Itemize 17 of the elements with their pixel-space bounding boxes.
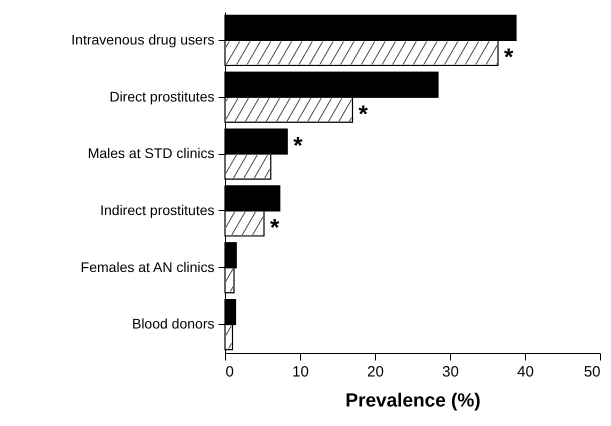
x-axis-title: Prevalence (%) [345, 390, 481, 412]
y-tick-label: Indirect prostitutes [100, 202, 214, 218]
y-tick-label: Females at AN clinics [80, 258, 214, 275]
x-tick-label: 50 [584, 364, 600, 380]
y-tick-label: Blood donors [132, 316, 214, 332]
x-tick-label: 10 [292, 364, 309, 380]
annotation: * [293, 132, 304, 160]
y-tick-label: Intravenous drug users [71, 31, 214, 48]
y-tick-label: Direct prostitutes [109, 88, 214, 104]
x-tick-label: 20 [367, 364, 384, 380]
x-tick-label: 0 [226, 364, 234, 380]
x-tick-label: 30 [442, 364, 459, 380]
annotation: * [270, 214, 280, 242]
x-tick-label: 40 [517, 364, 534, 380]
y-tick-label: Males at STD clinics [88, 145, 214, 162]
annotation: * [504, 44, 514, 71]
annotation: * [358, 100, 368, 128]
